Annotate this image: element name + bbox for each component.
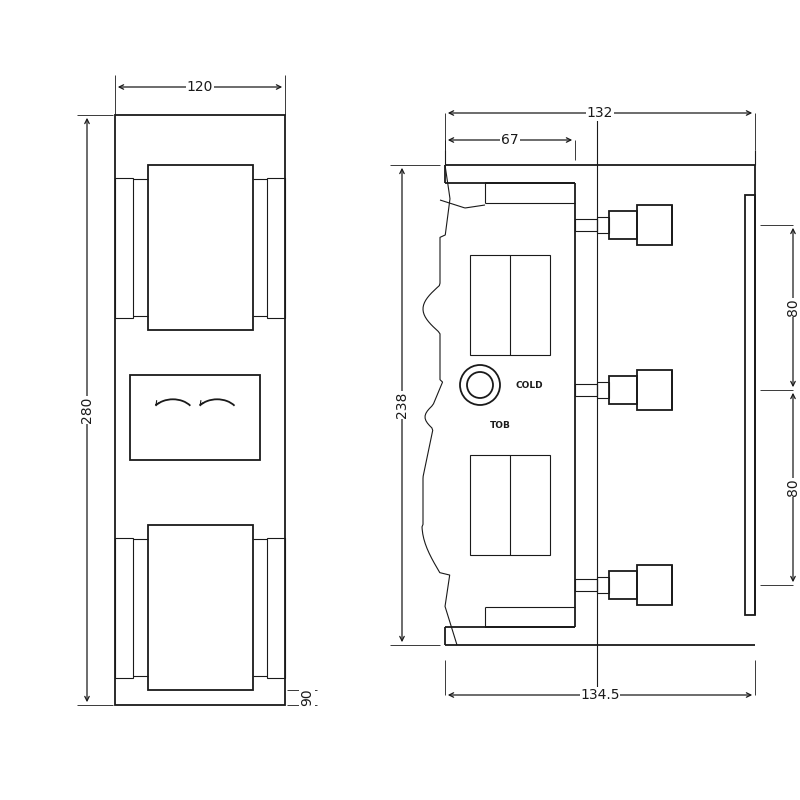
Bar bbox=[267, 178, 285, 318]
Text: 90: 90 bbox=[300, 689, 314, 706]
Bar bbox=[597, 577, 609, 593]
Bar bbox=[609, 376, 637, 404]
Bar bbox=[575, 579, 597, 591]
Bar bbox=[115, 178, 133, 318]
Text: 80: 80 bbox=[786, 298, 800, 316]
Bar bbox=[637, 370, 672, 410]
Bar bbox=[148, 165, 253, 330]
Bar bbox=[609, 571, 637, 599]
Bar bbox=[575, 384, 597, 396]
Bar bbox=[148, 525, 253, 690]
Bar bbox=[597, 217, 609, 233]
Bar bbox=[637, 565, 672, 605]
Text: 80: 80 bbox=[786, 478, 800, 496]
Bar bbox=[609, 211, 637, 239]
Text: 67: 67 bbox=[501, 133, 519, 147]
Text: 120: 120 bbox=[187, 80, 213, 94]
Bar bbox=[115, 115, 285, 705]
Bar bbox=[597, 382, 609, 398]
Text: 134.5: 134.5 bbox=[580, 688, 620, 702]
Bar bbox=[267, 538, 285, 678]
Bar bbox=[745, 195, 755, 615]
Bar bbox=[637, 205, 672, 245]
Text: 280: 280 bbox=[80, 397, 94, 423]
Text: 238: 238 bbox=[395, 392, 409, 418]
Text: COLD: COLD bbox=[515, 381, 542, 390]
Bar bbox=[470, 255, 550, 355]
Bar bbox=[470, 455, 550, 555]
Bar bbox=[130, 375, 260, 460]
Bar bbox=[575, 219, 597, 231]
Text: 132: 132 bbox=[587, 106, 613, 120]
Text: TOB: TOB bbox=[490, 421, 510, 430]
Bar bbox=[115, 538, 133, 678]
